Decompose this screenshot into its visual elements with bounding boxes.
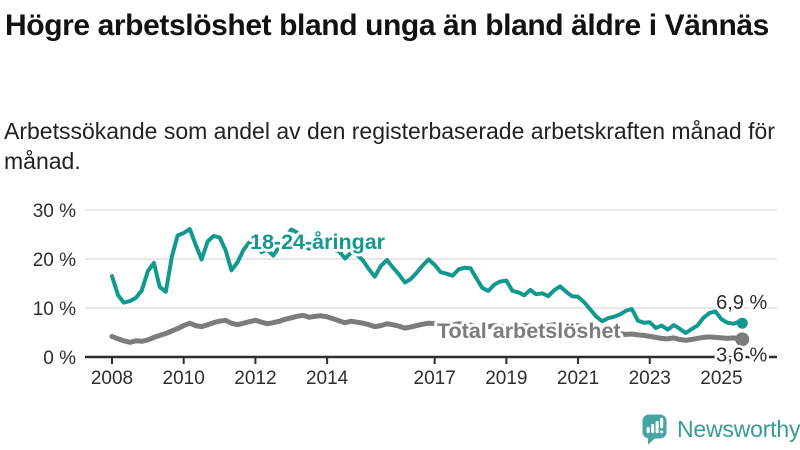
y-axis-label: 20 % — [33, 250, 76, 271]
series-label-0: 18-24-åringar — [250, 230, 386, 254]
series-end-dot-1 — [735, 332, 750, 347]
chart-title: Högre arbetslöshet bland unga än bland ä… — [5, 9, 769, 42]
series-label-1: Total arbetslöshet — [437, 319, 621, 343]
x-axis-label: 2008 — [91, 368, 133, 389]
x-axis-label: 2017 — [414, 368, 456, 389]
newsworthy-logo-text: Newsworthy — [677, 415, 800, 442]
bar-chart-bubble-icon — [642, 414, 667, 445]
x-axis-label: 2014 — [306, 368, 349, 389]
series-line-0 — [110, 227, 745, 335]
end-value-label-1: 3,6 % — [716, 344, 767, 366]
x-axis-label: 2019 — [485, 368, 527, 389]
x-axis-label: 2023 — [629, 368, 671, 389]
newsworthy-logo[interactable]: Newsworthy — [641, 412, 800, 446]
end-value-label-0: 6,9 % — [716, 292, 767, 314]
x-axis-label: 2010 — [163, 368, 205, 389]
y-axis-label: 0 % — [43, 348, 76, 369]
series-end-dot-0 — [736, 317, 748, 329]
y-axis-label: 30 % — [33, 201, 76, 222]
series-line-1 — [109, 312, 745, 345]
chart-subtitle: Arbetssökande som andel av den registerb… — [4, 118, 775, 174]
x-axis-label: 2025 — [700, 368, 742, 389]
y-axis-label: 10 % — [33, 299, 76, 320]
x-axis-label: 2021 — [557, 368, 599, 389]
x-axis-label: 2012 — [234, 368, 276, 389]
